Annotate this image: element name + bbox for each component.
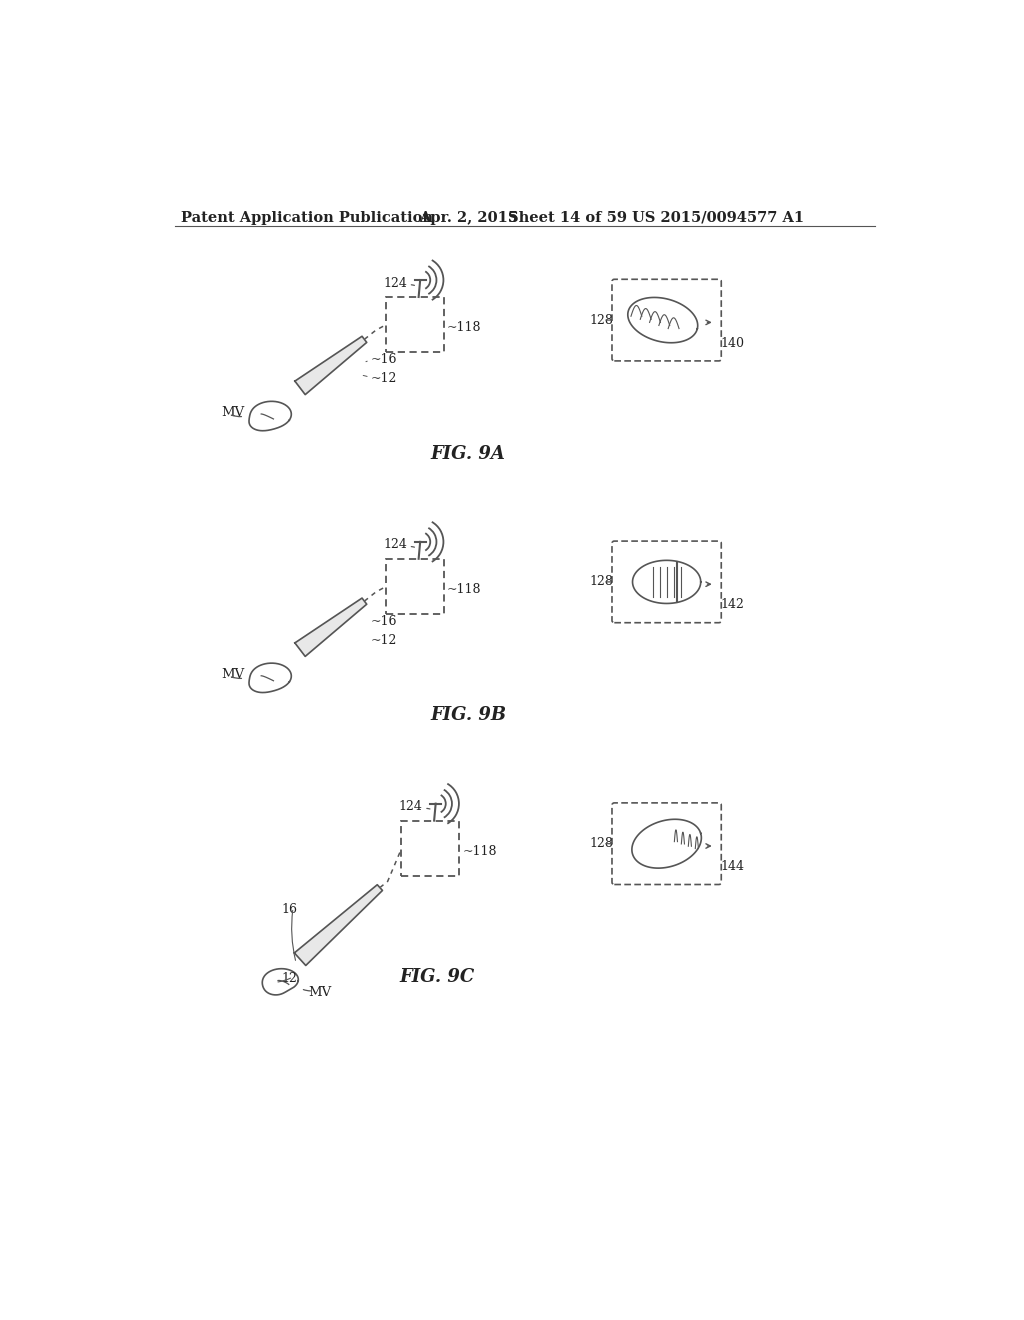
Text: FIG. 9C: FIG. 9C [399, 969, 474, 986]
Text: 128: 128 [590, 314, 613, 326]
Text: Patent Application Publication: Patent Application Publication [180, 211, 433, 224]
Text: MV: MV [221, 668, 245, 681]
Text: 124: 124 [398, 800, 423, 813]
Polygon shape [295, 337, 367, 395]
FancyBboxPatch shape [612, 280, 721, 360]
Text: US 2015/0094577 A1: US 2015/0094577 A1 [632, 211, 804, 224]
Text: MV: MV [221, 407, 245, 418]
Text: 144: 144 [721, 861, 744, 874]
Text: ~118: ~118 [446, 583, 481, 595]
Text: FIG. 9A: FIG. 9A [430, 445, 505, 463]
Text: FIG. 9B: FIG. 9B [430, 706, 507, 725]
Text: ~16: ~16 [371, 615, 397, 628]
FancyBboxPatch shape [612, 541, 721, 623]
Text: 124: 124 [383, 277, 407, 289]
Text: Sheet 14 of 59: Sheet 14 of 59 [508, 211, 627, 224]
Text: ~16: ~16 [371, 352, 397, 366]
Text: 128: 128 [590, 576, 613, 589]
Polygon shape [295, 598, 367, 656]
Text: Apr. 2, 2015: Apr. 2, 2015 [419, 211, 518, 224]
Text: 128: 128 [590, 837, 613, 850]
Bar [386, 558, 443, 614]
Text: 142: 142 [721, 598, 744, 611]
Bar [386, 297, 443, 352]
FancyBboxPatch shape [612, 803, 721, 884]
Text: 12: 12 [282, 972, 297, 985]
Text: ~12: ~12 [371, 372, 397, 385]
Text: 16: 16 [282, 903, 297, 916]
Text: ~118: ~118 [463, 845, 497, 858]
Text: 140: 140 [721, 337, 744, 350]
Text: 124: 124 [383, 539, 407, 552]
Text: ~118: ~118 [446, 321, 481, 334]
Bar [401, 821, 460, 876]
Text: ~12: ~12 [371, 634, 397, 647]
Polygon shape [294, 884, 383, 965]
Text: MV: MV [308, 986, 332, 999]
